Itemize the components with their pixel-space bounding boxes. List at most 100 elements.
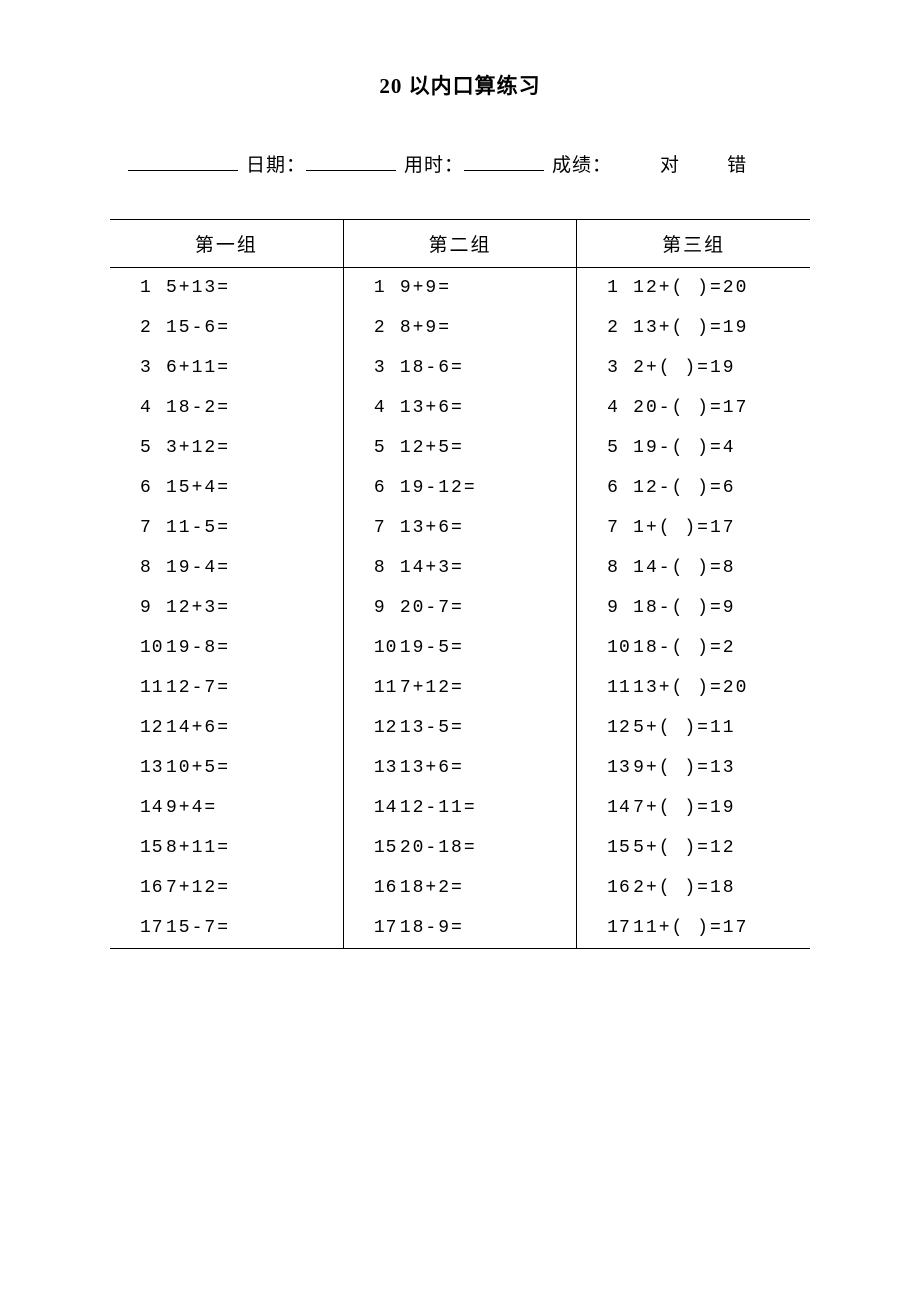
cell-group2: 713+6=	[343, 508, 576, 548]
row-number: 12	[607, 718, 633, 738]
row-number: 3	[140, 358, 166, 378]
row-number: 5	[374, 438, 400, 458]
row-number: 17	[374, 918, 400, 938]
cell-group2: 1019-5=	[343, 628, 576, 668]
expression: 18-( )=9	[633, 598, 735, 618]
correct-label: 对	[660, 150, 679, 177]
expression: 13-5=	[400, 718, 464, 738]
row-number: 8	[374, 558, 400, 578]
cell-group3: 420-( )=17	[577, 388, 810, 428]
expression: 12-( )=6	[633, 478, 735, 498]
col3-header: 第三组	[577, 220, 810, 268]
row-number: 15	[374, 838, 400, 858]
cell-group3: 1018-( )=2	[577, 628, 810, 668]
cell-group3: 155+( )=12	[577, 828, 810, 868]
expression: 18-2=	[166, 398, 230, 418]
row-number: 5	[140, 438, 166, 458]
expression: 2+( )=19	[633, 358, 735, 378]
date-label: 日期：	[246, 150, 306, 177]
expression: 13+6=	[400, 518, 464, 538]
expression: 9+9=	[400, 278, 451, 298]
cell-group2: 1520-18=	[343, 828, 576, 868]
cell-group2: 920-7=	[343, 588, 576, 628]
expression: 12+( )=20	[633, 278, 748, 298]
row-number: 1	[374, 278, 400, 298]
expression: 19-8=	[166, 638, 230, 658]
expression: 7+( )=19	[633, 798, 735, 818]
row-number: 8	[607, 558, 633, 578]
row-number: 9	[607, 598, 633, 618]
row-number: 1	[607, 278, 633, 298]
row-number: 16	[374, 878, 400, 898]
expression: 20-18=	[400, 838, 477, 858]
row-number: 14	[140, 798, 166, 818]
expression: 7+12=	[166, 878, 230, 898]
cell-group1: 1019-8=	[110, 628, 343, 668]
expression: 1+( )=17	[633, 518, 735, 538]
table-row: 711-5=713+6=71+( )=17	[110, 508, 810, 548]
table-body: 15+13=19+9=112+( )=20215-6=28+9=213+( )=…	[110, 268, 810, 949]
expression: 13+6=	[400, 398, 464, 418]
score-label: 成绩：	[552, 150, 612, 177]
cell-group2: 413+6=	[343, 388, 576, 428]
time-label: 用时：	[404, 150, 464, 177]
cell-group2: 814+3=	[343, 548, 576, 588]
cell-group1: 1112-7=	[110, 668, 343, 708]
row-number: 10	[140, 638, 166, 658]
info-line: 日期： 用时： 成绩： 对 错	[110, 150, 810, 177]
expression: 18+2=	[400, 878, 464, 898]
cell-group2: 117+12=	[343, 668, 576, 708]
row-number: 6	[140, 478, 166, 498]
cell-group1: 158+11=	[110, 828, 343, 868]
expression: 8+9=	[400, 318, 451, 338]
cell-group3: 112+( )=20	[577, 268, 810, 309]
cell-group2: 28+9=	[343, 308, 576, 348]
table-row: 149+4=1412-11=147+( )=19	[110, 788, 810, 828]
table-row: 1310+5=1313+6=139+( )=13	[110, 748, 810, 788]
cell-group3: 519-( )=4	[577, 428, 810, 468]
table-row: 36+11=318-6=32+( )=19	[110, 348, 810, 388]
cell-group3: 147+( )=19	[577, 788, 810, 828]
row-number: 13	[140, 758, 166, 778]
cell-group2: 1412-11=	[343, 788, 576, 828]
cell-group3: 918-( )=9	[577, 588, 810, 628]
expression: 18-9=	[400, 918, 464, 938]
cell-group3: 32+( )=19	[577, 348, 810, 388]
row-number: 6	[374, 478, 400, 498]
cell-group1: 418-2=	[110, 388, 343, 428]
expression: 18-6=	[400, 358, 464, 378]
table-row: 1112-7=117+12=1113+( )=20	[110, 668, 810, 708]
expression: 14-( )=8	[633, 558, 735, 578]
table-row: 15+13=19+9=112+( )=20	[110, 268, 810, 309]
row-number: 16	[140, 878, 166, 898]
expression: 20-7=	[400, 598, 464, 618]
table-row: 1214+6=1213-5=125+( )=11	[110, 708, 810, 748]
blank-name[interactable]	[128, 170, 238, 171]
cell-group1: 819-4=	[110, 548, 343, 588]
expression: 15+4=	[166, 478, 230, 498]
cell-group1: 149+4=	[110, 788, 343, 828]
expression: 2+( )=18	[633, 878, 735, 898]
row-number: 9	[140, 598, 166, 618]
cell-group2: 619-12=	[343, 468, 576, 508]
row-number: 14	[374, 798, 400, 818]
expression: 6+11=	[166, 358, 230, 378]
cell-group3: 125+( )=11	[577, 708, 810, 748]
row-number: 7	[607, 518, 633, 538]
expression: 12+3=	[166, 598, 230, 618]
cell-group3: 612-( )=6	[577, 468, 810, 508]
blank-date[interactable]	[306, 170, 396, 171]
blank-time[interactable]	[464, 170, 544, 171]
expression: 11+( )=17	[633, 918, 748, 938]
table-header-row: 第一组 第二组 第三组	[110, 220, 810, 268]
row-number: 15	[140, 838, 166, 858]
cell-group1: 15+13=	[110, 268, 343, 309]
expression: 14+3=	[400, 558, 464, 578]
expression: 15-6=	[166, 318, 230, 338]
expression: 15-7=	[166, 918, 230, 938]
table-row: 418-2=413+6=420-( )=17	[110, 388, 810, 428]
cell-group3: 162+( )=18	[577, 868, 810, 908]
expression: 9+4=	[166, 798, 217, 818]
table-row: 215-6=28+9=213+( )=19	[110, 308, 810, 348]
cell-group3: 139+( )=13	[577, 748, 810, 788]
